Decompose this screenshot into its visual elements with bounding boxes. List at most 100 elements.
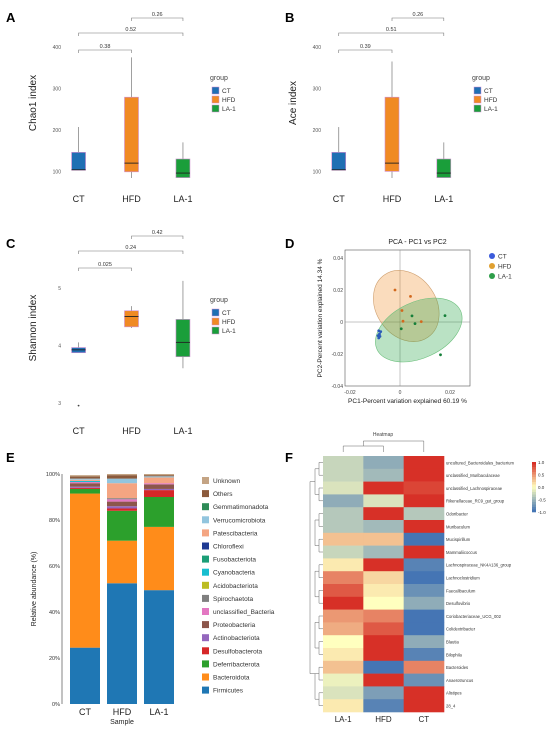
legend-swatch <box>211 86 220 95</box>
bar-segment-Bacteroidota <box>70 493 100 648</box>
bar-segment-Firmicutes <box>144 590 174 704</box>
heatmap-cell <box>323 609 364 623</box>
legend-label: Chloroflexi <box>213 544 244 551</box>
legend-label: Bacteroidota <box>213 675 250 682</box>
p-value-label: 0.025 <box>98 262 112 268</box>
bar-segment-unclassified_Bacteria <box>107 499 137 502</box>
y-axis-label: Relative abundance (%) <box>31 552 38 627</box>
box-LA-1 <box>175 158 191 178</box>
heatmap-cell <box>323 558 364 572</box>
row-label: Blautia <box>446 640 459 645</box>
legend-label: Fusobacteriota <box>213 557 256 564</box>
column-label: HFD <box>375 715 392 724</box>
legend-swatch <box>211 308 220 317</box>
legend-marker <box>489 263 495 269</box>
y-tick-label: 400 <box>53 45 62 51</box>
heatmap-cell <box>323 699 364 713</box>
heatmap-cell <box>363 673 404 687</box>
heatmap-cell <box>363 571 404 585</box>
scatter-point-LA-1 <box>410 314 414 318</box>
heatmap-cell <box>363 558 404 572</box>
row-label: Mammaliicoccus <box>446 550 477 555</box>
bar-segment-Others <box>107 475 137 479</box>
legend-swatch <box>202 660 209 668</box>
p-value-label: 0.26 <box>413 12 424 18</box>
row-label: Lachnospiraceae_NK4A136_group <box>446 563 512 568</box>
legend-swatch <box>202 490 209 498</box>
colorbar-step <box>532 472 536 475</box>
bar-segment-Deferribacterota <box>107 510 137 541</box>
significance-bracket <box>78 267 132 271</box>
bar-segment-Others <box>70 476 100 479</box>
scatter-point-HFD <box>409 295 412 298</box>
scatter-point-LA-1 <box>439 353 442 357</box>
legend-label: Verrucomicrobiota <box>213 517 266 524</box>
legend-label: CT <box>222 310 231 317</box>
x-tick-label: HFD <box>113 707 132 717</box>
bar-segment-Proteobacteria <box>144 484 174 489</box>
colorbar-tick-label: -0.5 <box>538 498 546 503</box>
legend-label: HFD <box>222 97 236 104</box>
bar-segment-Unknown <box>107 474 137 476</box>
bar-segment-Patescibacteria <box>144 477 174 484</box>
bar-segment-Spirochaetota <box>107 498 137 500</box>
legend-label: Unknown <box>213 478 240 485</box>
legend-swatch <box>202 568 209 576</box>
box-HFD <box>124 96 139 173</box>
legend-swatch <box>202 621 209 629</box>
p-value-label: 0.39 <box>360 44 371 50</box>
bar-segment-Verrucomicrobiota <box>70 478 100 480</box>
ellipse-LA-1 <box>375 297 463 363</box>
pca-scatter: PCA - PC1 vs PC2-0.02 0 0.02-0.04-0.0200.0… <box>317 239 512 405</box>
heatmap-cell <box>363 635 404 649</box>
scatter-point-LA-1 <box>413 322 417 325</box>
scatter-point-HFD <box>393 288 397 292</box>
heatmap-cell <box>323 622 364 636</box>
heatmap-cell <box>403 609 445 623</box>
p-value-label: 0.38 <box>100 44 111 50</box>
bar-segment-Proteobacteria <box>107 501 137 507</box>
heatmap-cell <box>403 558 445 572</box>
heatmap-cell <box>363 494 404 508</box>
p-value-label: 0.42 <box>152 230 163 236</box>
heatmap-cell <box>323 660 364 674</box>
y-tick-label: 300 <box>53 86 62 92</box>
column-label: CT <box>418 715 429 724</box>
legend-label: Spirochaetota <box>213 596 253 603</box>
colorbar-step <box>532 497 536 500</box>
panel-letter-F: F <box>285 450 293 465</box>
heatmap-cell <box>403 468 445 482</box>
legend-swatch <box>473 95 482 104</box>
heatmap: Heatmap uncultured_Bacteroidales_bacteriu… <box>309 432 546 724</box>
box-LA-1 <box>175 319 191 358</box>
x-tick-label: LA-1 <box>173 194 192 204</box>
significance-bracket <box>391 17 445 21</box>
colorbar-step <box>532 477 536 480</box>
row-label: Odoribacter <box>446 512 468 517</box>
row-label: Coriobacteriaceae_UCG_002 <box>446 614 502 619</box>
y-tick-label: 400 <box>313 45 322 51</box>
heatmap-cell <box>363 648 404 662</box>
heatmap-cell <box>403 532 445 546</box>
legend-swatch <box>202 542 209 550</box>
bar-segment-Patescibacteria <box>70 479 100 481</box>
p-value-label: 0.26 <box>152 12 163 18</box>
y-axis-label: Ace index <box>288 81 299 125</box>
bar-segment-Verrucomicrobiota <box>144 476 174 478</box>
scatter-point-HFD <box>400 309 404 312</box>
legend-swatch <box>202 673 209 681</box>
bar-segment-Actinobacteriota <box>107 506 137 509</box>
heatmap-cell <box>403 622 445 636</box>
panel-letter-D: D <box>285 236 294 251</box>
bar-segment-Cyanobacteria <box>70 480 100 483</box>
row-label: Desulfovibrio <box>446 601 471 606</box>
x-tick-label: CT <box>79 707 91 717</box>
y-tick-label: 4 <box>58 343 61 349</box>
heatmap-cell <box>323 596 364 610</box>
bar-segment-Deferribacterota <box>70 488 100 494</box>
colorbar-step <box>532 499 536 503</box>
box-CT <box>331 152 347 171</box>
heatmap-cell <box>363 520 404 534</box>
heatmap-cell <box>323 584 364 598</box>
bar-segment-Desulfobacterota <box>70 487 100 489</box>
